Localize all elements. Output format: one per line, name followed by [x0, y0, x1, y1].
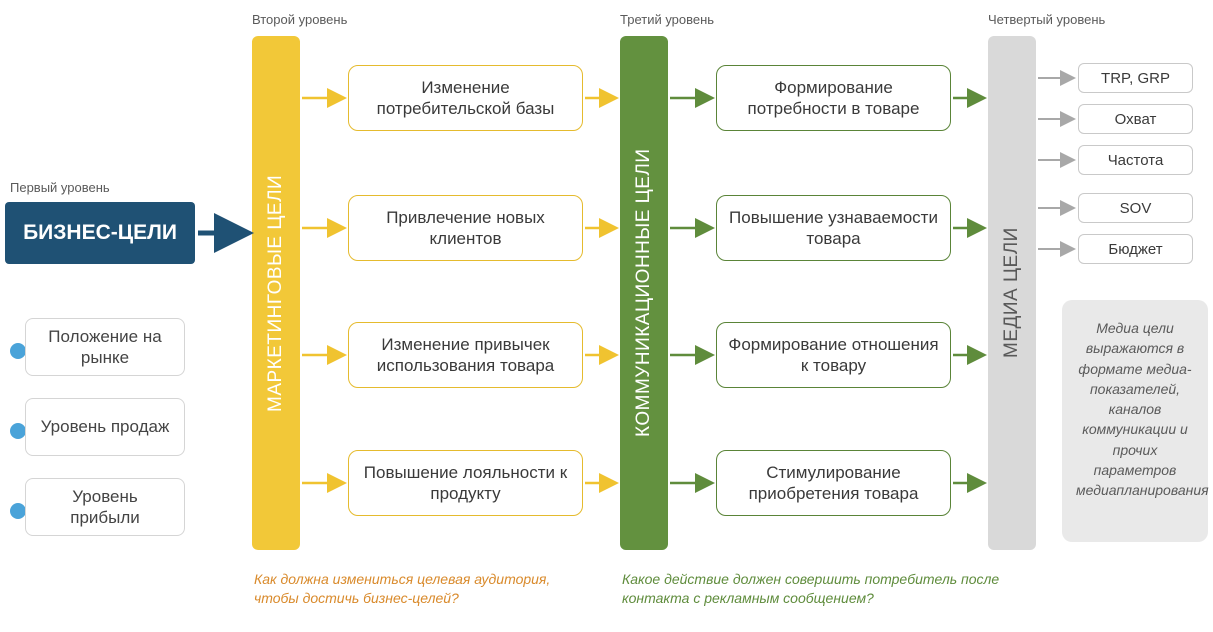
level4-item-4: SOV [1078, 193, 1193, 223]
level3-caption: Какое действие должен совершить потребит… [622, 570, 1002, 608]
bullet-3 [10, 503, 26, 519]
level2-item-2: Привлечение новых клиентов [348, 195, 583, 261]
level4-item-2: Охват [1078, 104, 1193, 134]
level3-item-3: Формирование отношения к товару [716, 322, 951, 388]
level2-label: Второй уровень [252, 12, 347, 27]
level1-item-2: Уровень продаж [25, 398, 185, 456]
level3-item-4: Стимулирование приобретения товара [716, 450, 951, 516]
level1-label: Первый уровень [10, 180, 110, 195]
level3-pillar: КОММУНИКАЦИОННЫЕ ЦЕЛИ [620, 36, 668, 550]
level4-item-1: TRP, GRP [1078, 63, 1193, 93]
level4-item-3: Частота [1078, 145, 1193, 175]
level2-item-1: Изменение потребительской базы [348, 65, 583, 131]
level1-item-1: Положение на рынке [25, 318, 185, 376]
level4-label: Четвертый уровень [988, 12, 1105, 27]
level3-item-1: Формирование потребности в товаре [716, 65, 951, 131]
bullet-1 [10, 343, 26, 359]
level3-label: Третий уровень [620, 12, 714, 27]
level2-pillar: МАРКЕТИНГОВЫЕ ЦЕЛИ [252, 36, 300, 550]
level2-item-3: Изменение привычек использования товара [348, 322, 583, 388]
bullet-2 [10, 423, 26, 439]
business-goals-box: БИЗНЕС-ЦЕЛИ [5, 202, 195, 264]
level4-item-5: Бюджет [1078, 234, 1193, 264]
level2-item-4: Повышение лояльности к продукту [348, 450, 583, 516]
level2-caption: Как должна измениться целевая аудитория,… [254, 570, 594, 608]
level3-item-2: Повышение узнаваемости товара [716, 195, 951, 261]
level1-item-3: Уровень прибыли [25, 478, 185, 536]
level4-pillar: МЕДИА ЦЕЛИ [988, 36, 1036, 550]
media-note: Медиа цели выражаются в формате медиа-по… [1062, 300, 1208, 542]
